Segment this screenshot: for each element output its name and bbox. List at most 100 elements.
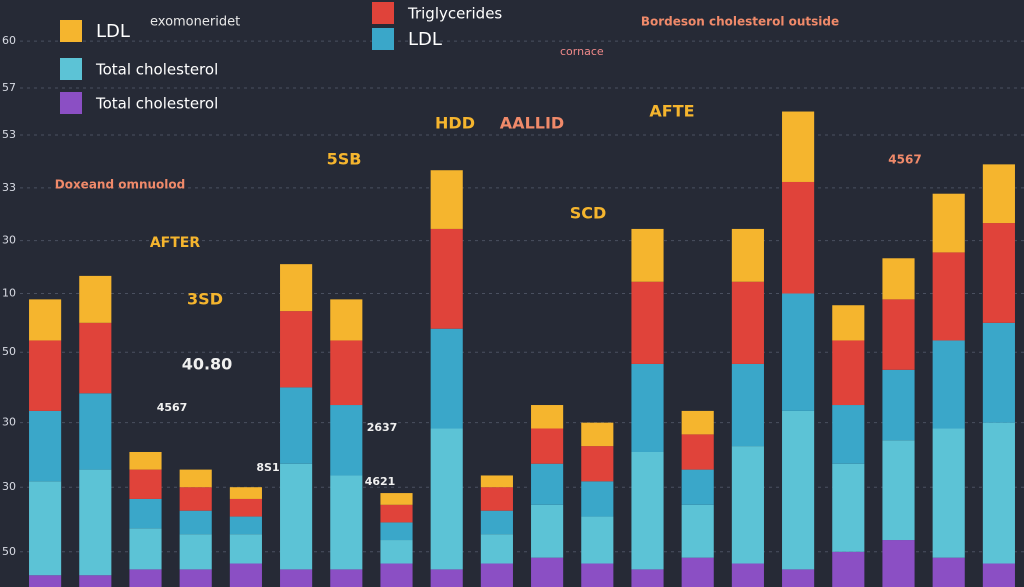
bar-segment [229, 516, 262, 535]
bar-segment [731, 363, 764, 447]
bar-segment [782, 410, 815, 570]
legend-swatch [372, 2, 394, 24]
bar-segment [29, 299, 62, 341]
bar-segment [932, 428, 965, 558]
legend-swatch [372, 28, 394, 50]
bar-segment [581, 563, 614, 587]
annotation: AALLID [500, 114, 564, 133]
y-tick-label: 30 [2, 416, 16, 429]
y-tick-label: 60 [2, 34, 16, 47]
bar-segment [832, 405, 865, 464]
bar-segment [480, 475, 513, 488]
annotation: 4621 [365, 475, 396, 488]
bar-segment [330, 475, 363, 570]
annotation: AFTER [150, 235, 201, 251]
bar-segment [832, 463, 865, 552]
bar-segment [79, 322, 112, 394]
bar-segment [129, 498, 162, 529]
bar-segment [380, 540, 413, 564]
bar-segment [480, 563, 513, 587]
bar-segment [581, 516, 614, 564]
bar-segment [531, 557, 564, 587]
bar-segment [982, 563, 1015, 587]
bar-segment [882, 299, 915, 370]
bar-segment [380, 563, 413, 587]
bar-segment [330, 340, 363, 406]
bar-segment [932, 557, 965, 587]
bar-segment [882, 369, 915, 441]
bar-segment [280, 264, 313, 312]
bar-segment [480, 510, 513, 535]
legend-label: LDL [96, 21, 130, 42]
bar-segment [29, 481, 62, 576]
bar-segment [832, 305, 865, 341]
bar-segment [832, 340, 865, 406]
bar-segment [79, 393, 112, 470]
annotation: HDD [435, 114, 475, 133]
bar-segment [982, 322, 1015, 423]
bar-segment [330, 569, 363, 587]
bar-segment [129, 451, 162, 470]
bar-segment [79, 275, 112, 323]
y-tick-label: 30 [2, 234, 16, 247]
bar-segment [29, 410, 62, 482]
bar-segment [280, 463, 313, 570]
y-tick-label: 30 [2, 480, 16, 493]
bar-segment [731, 446, 764, 564]
annotation: 4567 [157, 401, 188, 414]
bar-segment [179, 469, 212, 488]
y-tick-label: 57 [2, 81, 16, 94]
annotation: Doxeand omnuolod [55, 178, 186, 192]
annotation: SCD [570, 204, 607, 223]
bar-segment [430, 428, 463, 570]
bar-segment [29, 575, 62, 587]
bar-segment [581, 481, 614, 517]
bar-segment [681, 410, 714, 435]
bar-segment [982, 422, 1015, 564]
bar-segment [982, 223, 1015, 323]
bar-segment [129, 569, 162, 587]
legend-label: Total cholesterol [95, 95, 218, 113]
legend-swatch [60, 58, 82, 80]
legend-extra: exomoneridet [150, 15, 240, 30]
bar-segment [430, 170, 463, 229]
bar-segment [681, 504, 714, 558]
legend-swatch [60, 92, 82, 114]
y-tick-label: 50 [2, 545, 16, 558]
bar-segment [782, 293, 815, 411]
bar-segment [330, 405, 363, 476]
legend-swatch [60, 20, 82, 42]
y-tick-label: 10 [2, 287, 16, 300]
bar-segment [229, 487, 262, 499]
bar-segment [229, 534, 262, 564]
bar-segment [430, 328, 463, 429]
annotation: AFTE [649, 102, 694, 121]
bar-segment [79, 469, 112, 576]
bar-segment [631, 363, 664, 452]
y-tick-label: 53 [2, 128, 16, 141]
bar-segment [681, 557, 714, 587]
bar-segment [29, 340, 62, 411]
bar-segment [229, 563, 262, 587]
bar-segment [581, 422, 614, 447]
y-tick-label: 33 [2, 181, 16, 194]
bar-segment [380, 522, 413, 541]
bar-segment [882, 258, 915, 300]
annotation: 4567 [888, 153, 921, 167]
bar-segment [731, 281, 764, 364]
bar-segment [179, 487, 212, 511]
bar-segment [380, 493, 413, 505]
bar-segment [129, 469, 162, 499]
bar-segment [380, 504, 413, 523]
bar-segment [280, 311, 313, 388]
bar-segment [631, 569, 664, 587]
annotation: 3SD [187, 290, 223, 309]
bar-segment [882, 540, 915, 587]
bar-segment [280, 569, 313, 587]
bar-segment [430, 569, 463, 587]
bar-segment [179, 510, 212, 535]
bar-segment [179, 569, 212, 587]
bar-segment [480, 487, 513, 511]
bar-segment [531, 504, 564, 558]
